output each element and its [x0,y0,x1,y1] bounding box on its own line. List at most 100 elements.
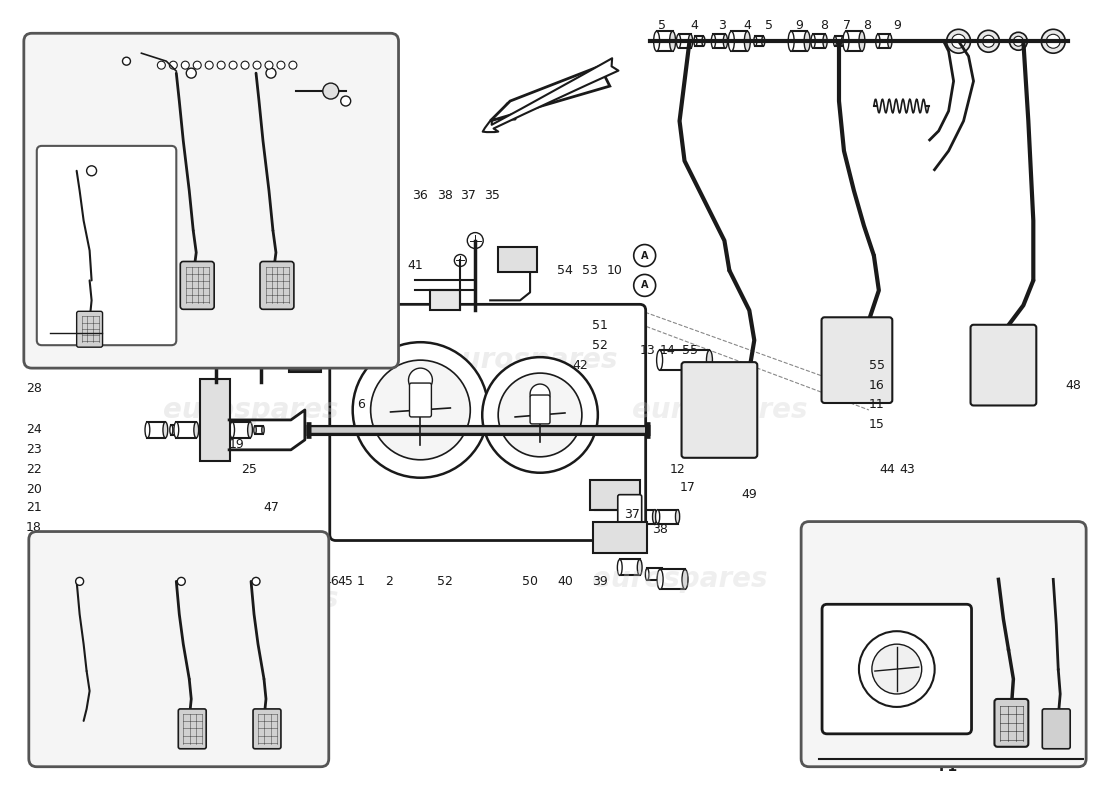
Ellipse shape [154,51,157,61]
Text: 18: 18 [26,521,42,534]
FancyBboxPatch shape [200,379,230,461]
Text: 9: 9 [795,19,803,32]
Ellipse shape [660,569,664,580]
Ellipse shape [706,350,713,370]
FancyBboxPatch shape [498,246,537,273]
Ellipse shape [842,36,845,46]
Circle shape [453,423,468,437]
Ellipse shape [762,36,764,46]
Ellipse shape [670,31,675,51]
Text: 26: 26 [278,334,294,346]
Circle shape [483,423,497,437]
Text: 28: 28 [26,382,42,394]
Ellipse shape [657,570,663,590]
Bar [143,51,155,61]
Bar [791,31,807,51]
Ellipse shape [617,559,623,575]
Circle shape [498,373,582,457]
FancyBboxPatch shape [178,709,206,749]
Circle shape [265,61,273,69]
Circle shape [598,489,611,501]
Bar [658,510,678,523]
Ellipse shape [646,569,649,580]
Circle shape [634,245,656,266]
Text: 34: 34 [26,334,42,346]
Ellipse shape [682,570,688,590]
FancyBboxPatch shape [1043,709,1070,749]
Bar [619,559,640,575]
Text: 47: 47 [263,501,279,514]
Text: 42: 42 [572,358,587,372]
Text: 61: 61 [302,105,319,118]
Circle shape [349,423,363,437]
Ellipse shape [262,426,264,434]
Text: 23: 23 [26,443,42,456]
Bar [878,34,890,48]
Ellipse shape [142,51,145,61]
Circle shape [859,631,935,707]
Text: 10: 10 [607,264,623,277]
Bar [756,36,763,46]
Text: F1: F1 [939,760,958,774]
FancyBboxPatch shape [593,522,647,554]
FancyBboxPatch shape [260,262,294,310]
Text: Allestimento Vintage: Allestimento Vintage [89,726,264,742]
Text: 48: 48 [1065,378,1081,391]
Bar [679,34,691,48]
Text: eurospares: eurospares [163,396,339,424]
Circle shape [194,61,201,69]
Text: 19: 19 [228,438,244,451]
Circle shape [947,30,970,54]
Circle shape [277,61,285,69]
Bar [813,34,825,48]
Text: 20: 20 [26,483,42,496]
Ellipse shape [248,422,252,438]
Circle shape [341,96,351,106]
Text: 29: 29 [373,344,388,357]
Text: 52: 52 [438,575,453,588]
Circle shape [186,68,196,78]
Text: 3: 3 [1072,578,1080,591]
Circle shape [978,30,1000,52]
Ellipse shape [859,31,865,51]
FancyBboxPatch shape [77,311,102,347]
Text: 12: 12 [670,463,685,476]
Text: 64: 64 [58,707,75,721]
Circle shape [603,533,613,542]
Text: 54: 54 [557,264,573,277]
Text: 3: 3 [718,19,726,32]
Ellipse shape [163,422,167,438]
Ellipse shape [745,31,750,51]
FancyBboxPatch shape [36,146,176,345]
Bar [176,422,196,438]
Text: 17: 17 [680,481,695,494]
Circle shape [182,61,189,69]
Text: 35: 35 [484,190,500,202]
Text: 33: 33 [26,354,42,366]
Text: 7: 7 [843,19,851,32]
Ellipse shape [834,36,836,46]
Text: A: A [641,280,648,290]
Text: 38: 38 [438,190,453,202]
Text: 27: 27 [261,334,277,346]
Bar [695,36,704,46]
Text: 1: 1 [356,575,364,588]
Bar [635,510,654,523]
Text: Allestimento Vintage: Allestimento Vintage [119,330,294,346]
Circle shape [241,61,249,69]
FancyBboxPatch shape [822,604,971,734]
Ellipse shape [652,510,657,523]
Polygon shape [491,66,609,121]
Circle shape [593,423,607,437]
Text: 44: 44 [879,463,894,476]
Ellipse shape [230,422,234,438]
Ellipse shape [174,422,178,438]
Text: 2: 2 [385,575,393,588]
Bar [660,570,685,590]
Text: 13: 13 [640,344,656,357]
Ellipse shape [702,36,705,46]
Circle shape [177,578,185,586]
Ellipse shape [876,34,880,48]
FancyBboxPatch shape [682,362,757,458]
Text: 58: 58 [208,78,224,91]
